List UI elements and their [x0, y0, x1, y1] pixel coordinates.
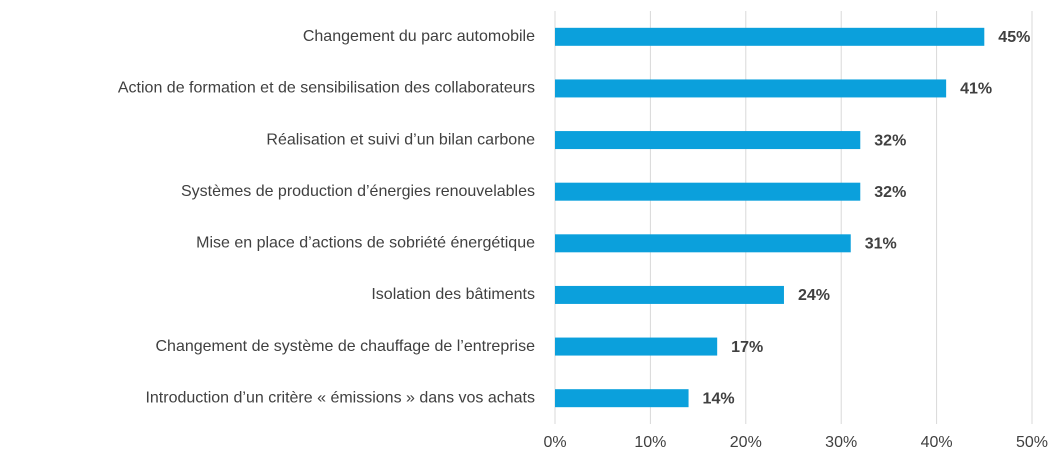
bar [555, 79, 947, 98]
y-tick-label: Introduction d’un critère « émissions » … [145, 389, 535, 406]
bar [555, 337, 718, 356]
bar [555, 389, 689, 408]
value-label: 45% [998, 29, 1030, 46]
bar [555, 131, 861, 150]
x-tick-label: 0% [543, 434, 566, 451]
value-label: 41% [960, 81, 992, 98]
y-tick-label: Action de formation et de sensibilisatio… [118, 80, 535, 97]
y-tick-label: Systèmes de production d’énergies renouv… [181, 183, 535, 200]
x-tick-label: 20% [730, 434, 762, 451]
x-tick-label: 50% [1016, 434, 1048, 451]
value-label: 24% [798, 287, 830, 304]
value-label: 14% [703, 390, 735, 407]
value-label: 17% [731, 339, 763, 356]
value-label: 32% [874, 132, 906, 149]
y-tick-label: Changement du parc automobile [303, 28, 535, 45]
value-label: 31% [865, 236, 897, 253]
x-tick-label: 30% [825, 434, 857, 451]
bar [555, 182, 861, 201]
bar [555, 285, 784, 304]
value-label: 32% [874, 184, 906, 201]
x-tick-label: 10% [634, 434, 666, 451]
x-tick-label: 40% [921, 434, 953, 451]
y-tick-label: Réalisation et suivi d’un bilan carbone [266, 131, 535, 148]
y-tick-label: Isolation des bâtiments [371, 286, 535, 303]
bar [555, 27, 985, 46]
y-tick-label: Mise en place d’actions de sobriété éner… [196, 235, 535, 252]
bar [555, 234, 851, 253]
y-tick-label: Changement de système de chauffage de l’… [156, 338, 536, 355]
